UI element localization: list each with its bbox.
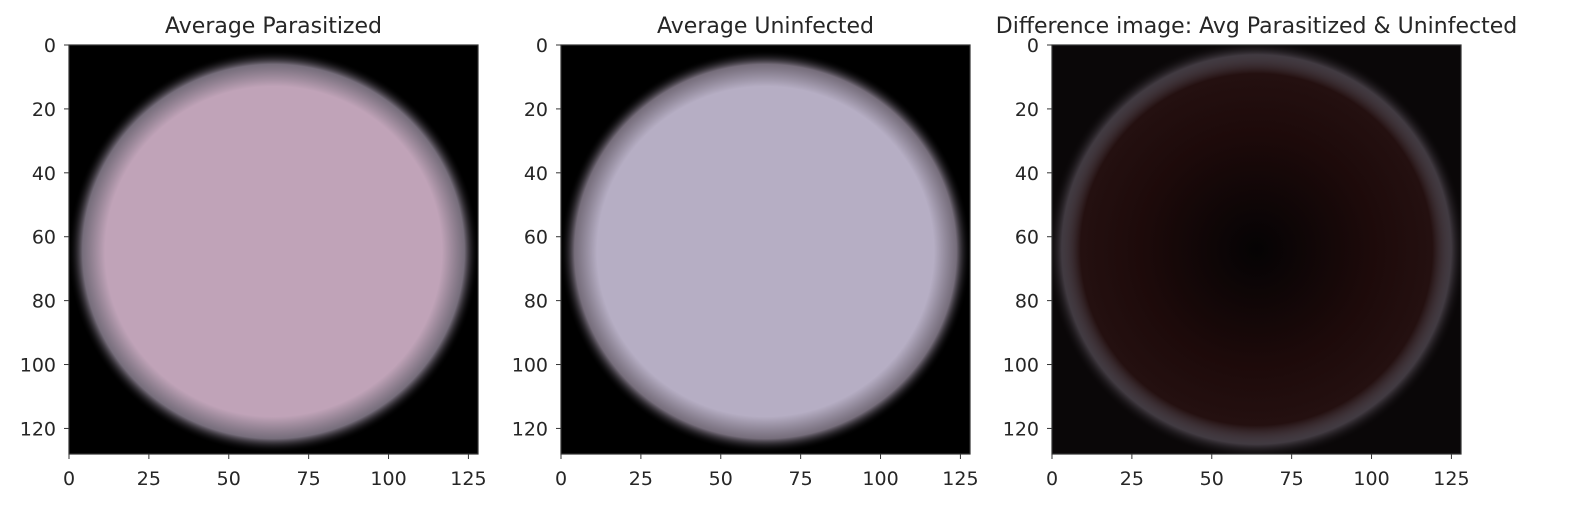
panel-title: Average Parasitized	[165, 14, 382, 39]
y-tick-label: 0	[1027, 35, 1039, 57]
axes-frame	[560, 44, 971, 455]
x-tick-label: 75	[1280, 468, 1304, 490]
difference-image	[1052, 45, 1461, 454]
cell-image	[561, 50, 970, 453]
y-tick-label: 60	[524, 227, 548, 249]
x-tick-label: 125	[942, 468, 978, 490]
y-tick-label: 120	[20, 418, 56, 440]
y-tick-label: 60	[32, 227, 56, 249]
y-tick-label: 120	[512, 418, 548, 440]
x-tick-label: 0	[555, 468, 567, 490]
y-tick-label: 20	[32, 99, 56, 121]
y-tick-label: 40	[32, 163, 56, 185]
cell-image	[69, 50, 478, 453]
y-tick-label: 20	[1015, 99, 1039, 121]
x-tick-label: 100	[1353, 468, 1389, 490]
panel-title: Difference image: Avg Parasitized & Unin…	[996, 14, 1517, 39]
x-tick-label: 50	[217, 468, 241, 490]
y-tick-label: 80	[32, 291, 56, 313]
y-tick-label: 20	[524, 99, 548, 121]
x-tick-label: 0	[63, 468, 75, 490]
y-tick-label: 80	[524, 291, 548, 313]
y-tick-label: 100	[1003, 355, 1039, 377]
y-tick-label: 100	[20, 355, 56, 377]
axes-frame	[1051, 44, 1462, 455]
y-tick-label: 40	[1015, 163, 1039, 185]
x-tick-label: 0	[1046, 468, 1058, 490]
y-tick-label: 120	[1003, 418, 1039, 440]
panel-3: Difference image: Avg Parasitized & Unin…	[996, 14, 1517, 490]
x-tick-label: 125	[450, 468, 486, 490]
x-tick-label: 100	[862, 468, 898, 490]
x-tick-label: 50	[709, 468, 733, 490]
panel-title: Average Uninfected	[657, 14, 874, 39]
x-tick-label: 25	[1120, 468, 1144, 490]
x-tick-label: 75	[789, 468, 813, 490]
x-tick-label: 50	[1200, 468, 1224, 490]
y-tick-label: 60	[1015, 227, 1039, 249]
panel-1: Average Parasitized 0 25 50 75 100 125 0 20 40 60 8…	[20, 14, 487, 490]
x-tick-label: 75	[297, 468, 321, 490]
panel-2: Average Uninfected 0 25 50 75 100 125 0 20 40 60 80…	[512, 14, 979, 490]
x-tick-label: 25	[629, 468, 653, 490]
x-tick-label: 125	[1433, 468, 1469, 490]
x-tick-label: 25	[137, 468, 161, 490]
y-tick-label: 40	[524, 163, 548, 185]
y-tick-label: 100	[512, 355, 548, 377]
axes-frame	[68, 44, 479, 455]
y-tick-label: 0	[536, 35, 548, 57]
y-tick-label: 0	[44, 35, 56, 57]
y-tick-label: 80	[1015, 291, 1039, 313]
x-tick-label: 100	[370, 468, 406, 490]
